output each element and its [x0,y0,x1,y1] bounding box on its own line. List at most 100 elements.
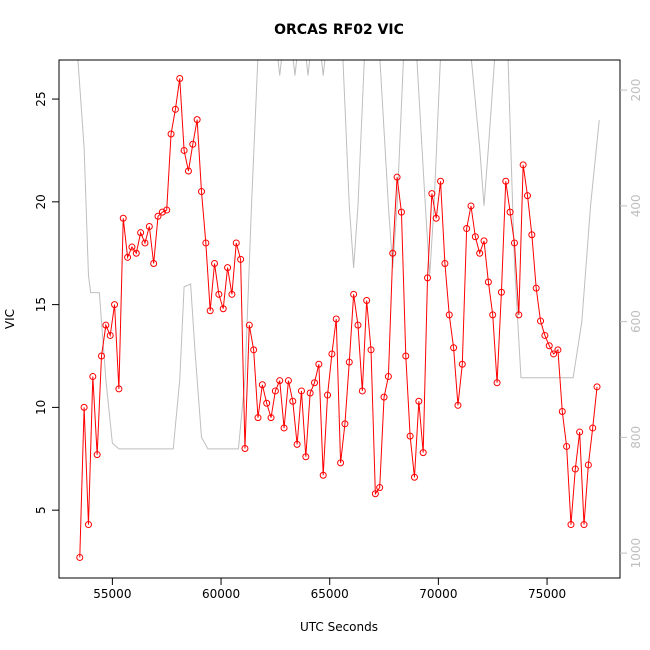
data-point [184,167,192,175]
data-point [302,453,310,461]
data-point [424,274,432,282]
data-point [98,352,106,360]
data-point [510,239,518,247]
y-tick-label: 10 [34,400,48,415]
data-point [450,344,458,352]
data-point [267,414,275,422]
data-point [532,284,540,292]
data-point [519,161,527,169]
data-point [206,307,214,315]
data-point [506,208,514,216]
data-point [345,358,353,366]
data-point [541,331,549,339]
y-tick-label: 25 [34,91,48,106]
data-point [389,249,397,257]
data-point [197,188,205,196]
data-point [167,130,175,138]
y-tick-label: 20 [34,194,48,209]
y-tick-label: 5 [34,506,48,514]
data-point [211,260,219,267]
data-point [328,350,336,358]
data-point [145,223,153,230]
data-point [502,177,510,185]
data-point [584,461,592,469]
x-axis-label: UTC Seconds [300,620,378,634]
data-point [523,192,531,200]
y2-tick-label: 800 [629,426,643,449]
data-point [380,393,388,401]
data-point [176,75,184,82]
data-point [432,214,440,222]
data-point [180,146,188,154]
data-point [337,459,345,467]
data-point [441,260,449,267]
data-point [406,432,414,440]
data-point [224,264,232,272]
data-point [276,377,284,385]
data-point [454,401,462,409]
series-line [77,60,600,450]
data-point [219,305,227,313]
data-point [589,424,597,432]
data-point [215,290,223,298]
data-point [228,290,236,298]
data-point [293,440,301,448]
data-point [393,173,401,181]
data-point [189,140,197,148]
data-point [445,311,453,319]
data-point [554,346,562,354]
data-point [271,387,279,395]
data-point [397,208,405,216]
data-point [467,202,475,210]
data-point [458,360,466,368]
data-point [306,389,314,397]
data-point [376,484,384,492]
data-point [258,381,266,389]
data-point [254,414,262,422]
x-tick-label: 55000 [93,587,131,601]
data-point [563,442,571,450]
data-point [463,225,471,233]
data-point [384,373,392,381]
data-point [567,521,575,529]
data-point [263,399,271,407]
x-tick-label: 60000 [202,587,240,601]
data-point [141,239,149,247]
data-point [550,350,558,358]
data-point [363,297,371,304]
data-point [171,105,179,113]
data-point [111,301,119,309]
data-point [289,397,297,405]
data-point [154,212,162,220]
data-point [497,288,505,296]
data-point [593,383,601,391]
data-point [528,231,536,239]
data-point [332,315,340,323]
data-point [106,331,114,339]
data-point [571,465,579,473]
y-axis-label: VIC [3,309,17,329]
data-point [493,379,501,387]
data-point [371,490,379,498]
red-layer [76,75,601,561]
data-point [419,449,427,457]
data-point [489,311,497,319]
data-point [315,360,323,368]
data-point [576,428,584,436]
y2-tick-label: 200 [629,79,643,102]
data-point [202,239,210,247]
plot-box [58,59,621,579]
data-point [410,473,418,481]
data-point [150,260,158,267]
y2-tick-label: 400 [629,194,643,217]
data-point [367,346,375,354]
data-point [580,521,588,529]
grey-layer [77,60,600,450]
data-point [545,342,553,350]
data-point [137,229,145,237]
x-tick-label: 75000 [528,587,566,601]
data-point [415,397,423,405]
data-point [319,471,327,479]
data-point [402,352,410,360]
